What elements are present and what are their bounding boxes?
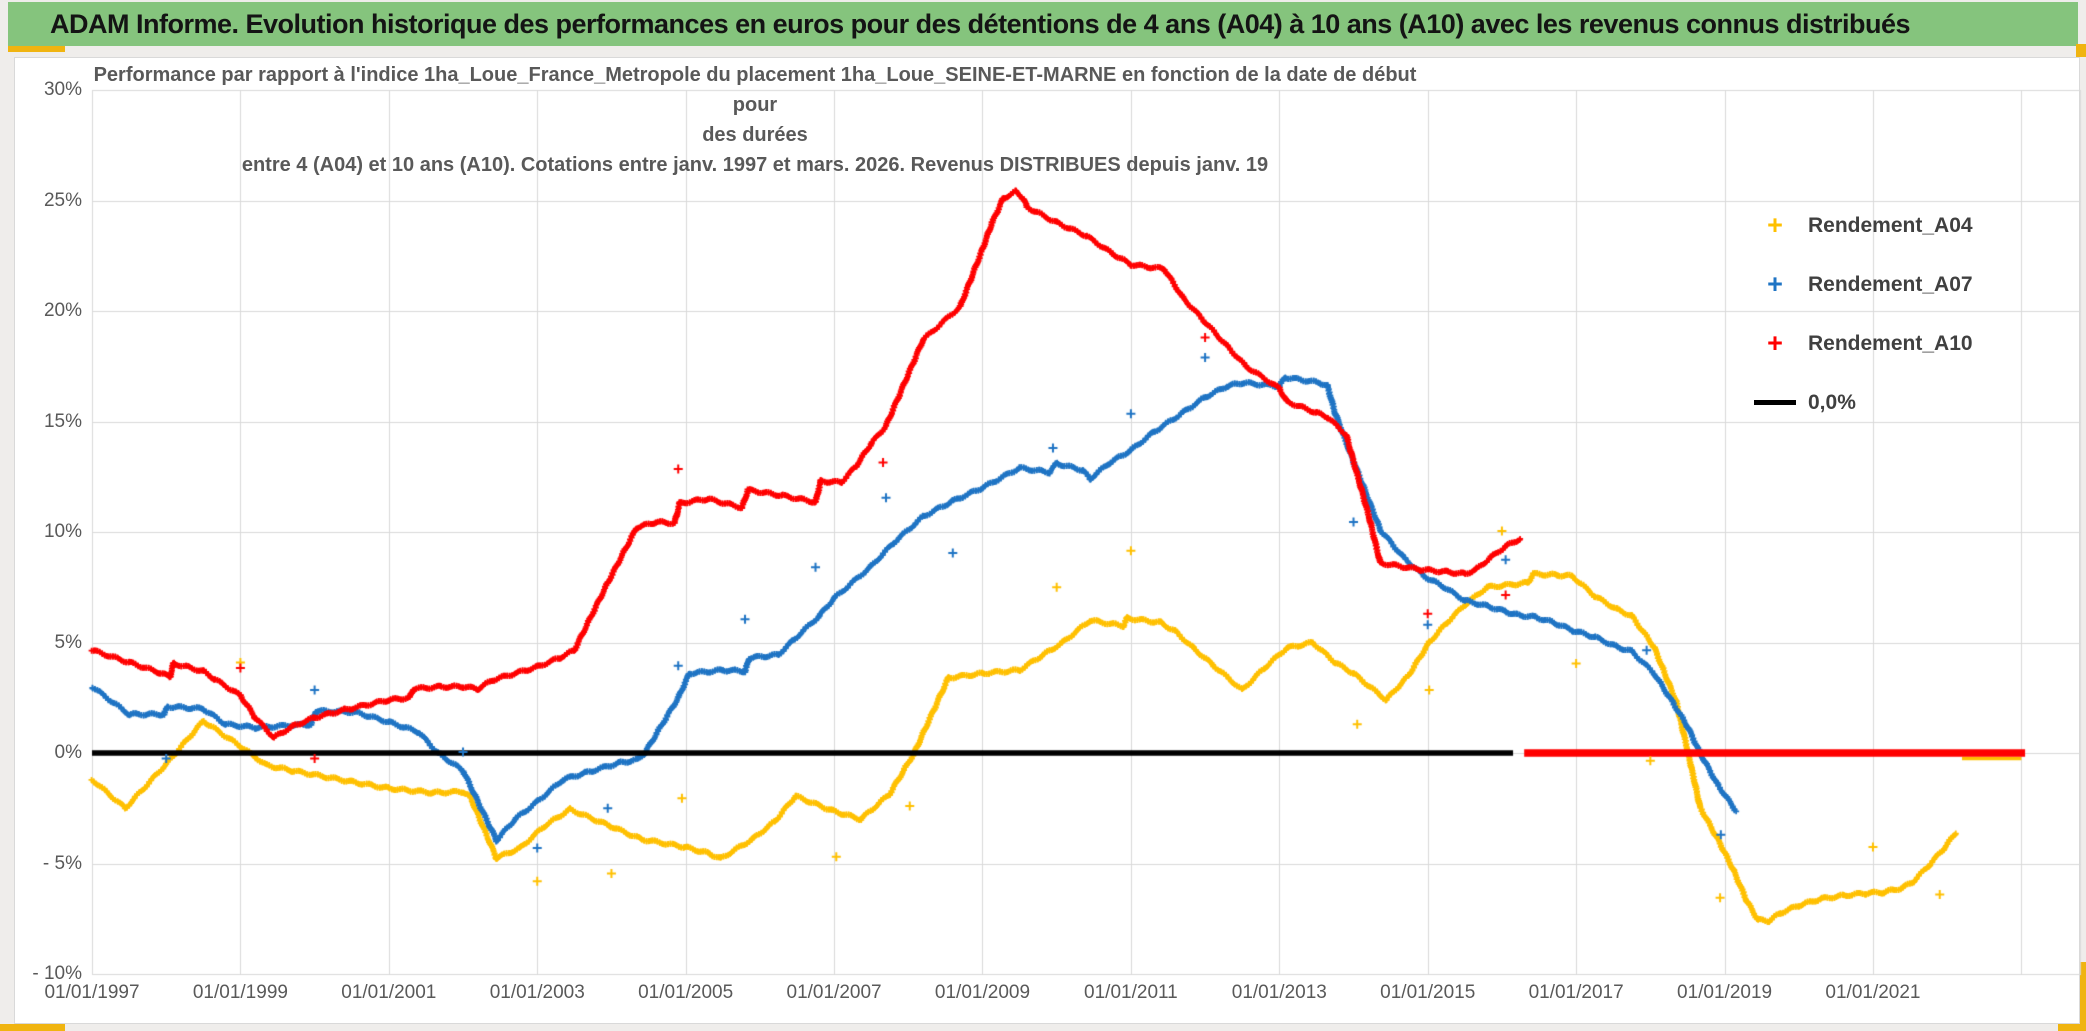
- x-axis-tick-label: 01/01/2021: [1825, 982, 1921, 1003]
- y-axis-tick-label: 10%: [43, 521, 82, 542]
- legend-label: 0,0%: [1808, 390, 1856, 414]
- legend-label: Rendement_A07: [1808, 272, 1973, 296]
- x-axis-tick-label: 01/01/2011: [1084, 982, 1178, 1003]
- chart-title-line-2: des durées: [702, 124, 808, 146]
- x-axis-tick-label: 01/01/2005: [638, 982, 734, 1003]
- chart-legend[interactable]: + Rendement_A04 + Rendement_A07 + Rendement_A…: [1752, 196, 2052, 432]
- y-axis-tick-label: 0%: [54, 742, 82, 763]
- x-axis-tick-label: 01/01/2001: [341, 982, 437, 1003]
- y-axis-tick-label: 20%: [43, 300, 82, 321]
- legend-plus-marker: +: [1767, 210, 1783, 240]
- y-axis-tick-label: 15%: [43, 410, 82, 432]
- y-axis-tick-label: 25%: [43, 189, 82, 211]
- chart-title-line-3: entre 4 (A04) et 10 ans (A10). Cotations…: [241, 154, 1269, 176]
- y-axis-tick-label: 30%: [43, 79, 82, 100]
- legend-plus-marker: +: [1767, 269, 1783, 299]
- chart-title-line-1: Performance par rapport à l'indice 1ha_L…: [93, 64, 1417, 116]
- x-axis-tick-label: 01/01/2019: [1677, 982, 1773, 1003]
- x-axis-tick-label: 01/01/2015: [1380, 982, 1476, 1003]
- legend-item-rendement-a07[interactable]: + Rendement_A07: [1752, 255, 2052, 314]
- x-axis-tick-label: 01/01/1999: [192, 982, 288, 1003]
- x-axis-tick-label: 01/01/2009: [934, 982, 1031, 1003]
- legend-label: Rendement_A10: [1808, 331, 1973, 355]
- x-axis-tick-label: 01/01/2013: [1231, 982, 1327, 1003]
- legend-label: Rendement_A04: [1808, 213, 1973, 237]
- y-axis-tick-label: - 10%: [32, 963, 82, 984]
- x-axis-tick-label: 01/01/2003: [489, 982, 585, 1003]
- x-axis-tick-label: 01/01/2017: [1528, 982, 1624, 1003]
- chart-title: Performance par rapport à l'indice 1ha_L…: [90, 60, 1420, 180]
- legend-item-0-0-[interactable]: 0,0%: [1752, 373, 2052, 432]
- x-axis-tick-label: 01/01/1997: [44, 982, 140, 1003]
- legend-item-rendement-a10[interactable]: + Rendement_A10: [1752, 314, 2052, 373]
- legend-item-rendement-a04[interactable]: + Rendement_A04: [1752, 196, 2052, 255]
- y-axis-tick-label: - 5%: [42, 852, 82, 874]
- legend-plus-marker: +: [1767, 328, 1783, 358]
- x-axis-tick-label: 01/01/2007: [786, 982, 882, 1003]
- legend-line-swatch: [1754, 400, 1796, 405]
- y-axis-tick-label: 5%: [54, 631, 82, 653]
